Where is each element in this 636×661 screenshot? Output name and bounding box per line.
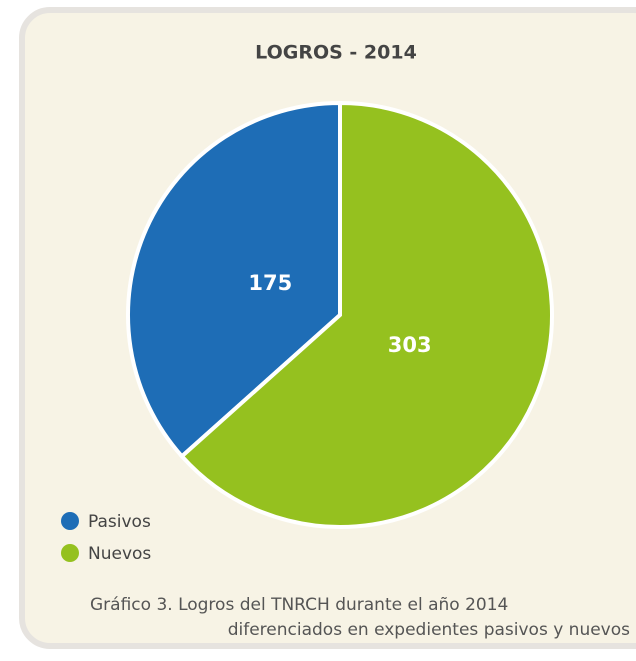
data-label: 303 — [388, 333, 432, 357]
legend-marker — [61, 544, 79, 562]
caption: Gráfico 3. Logros del TNRCH durante el a… — [90, 595, 508, 615]
chart-title: LOGROS - 2014 — [255, 42, 417, 64]
pie-slice — [126, 100, 342, 460]
data-label: 175 — [248, 271, 292, 295]
legend-label: Pasivos — [88, 512, 151, 532]
caption: diferenciados en expedientes pasivos y n… — [228, 620, 630, 640]
legend-marker — [61, 512, 79, 530]
legend-label: Nuevos — [88, 544, 151, 564]
pie-slice — [179, 100, 554, 529]
